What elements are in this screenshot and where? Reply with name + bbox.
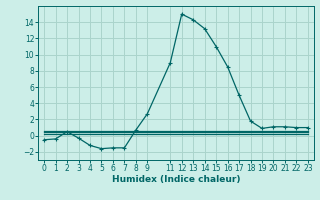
X-axis label: Humidex (Indice chaleur): Humidex (Indice chaleur) xyxy=(112,175,240,184)
